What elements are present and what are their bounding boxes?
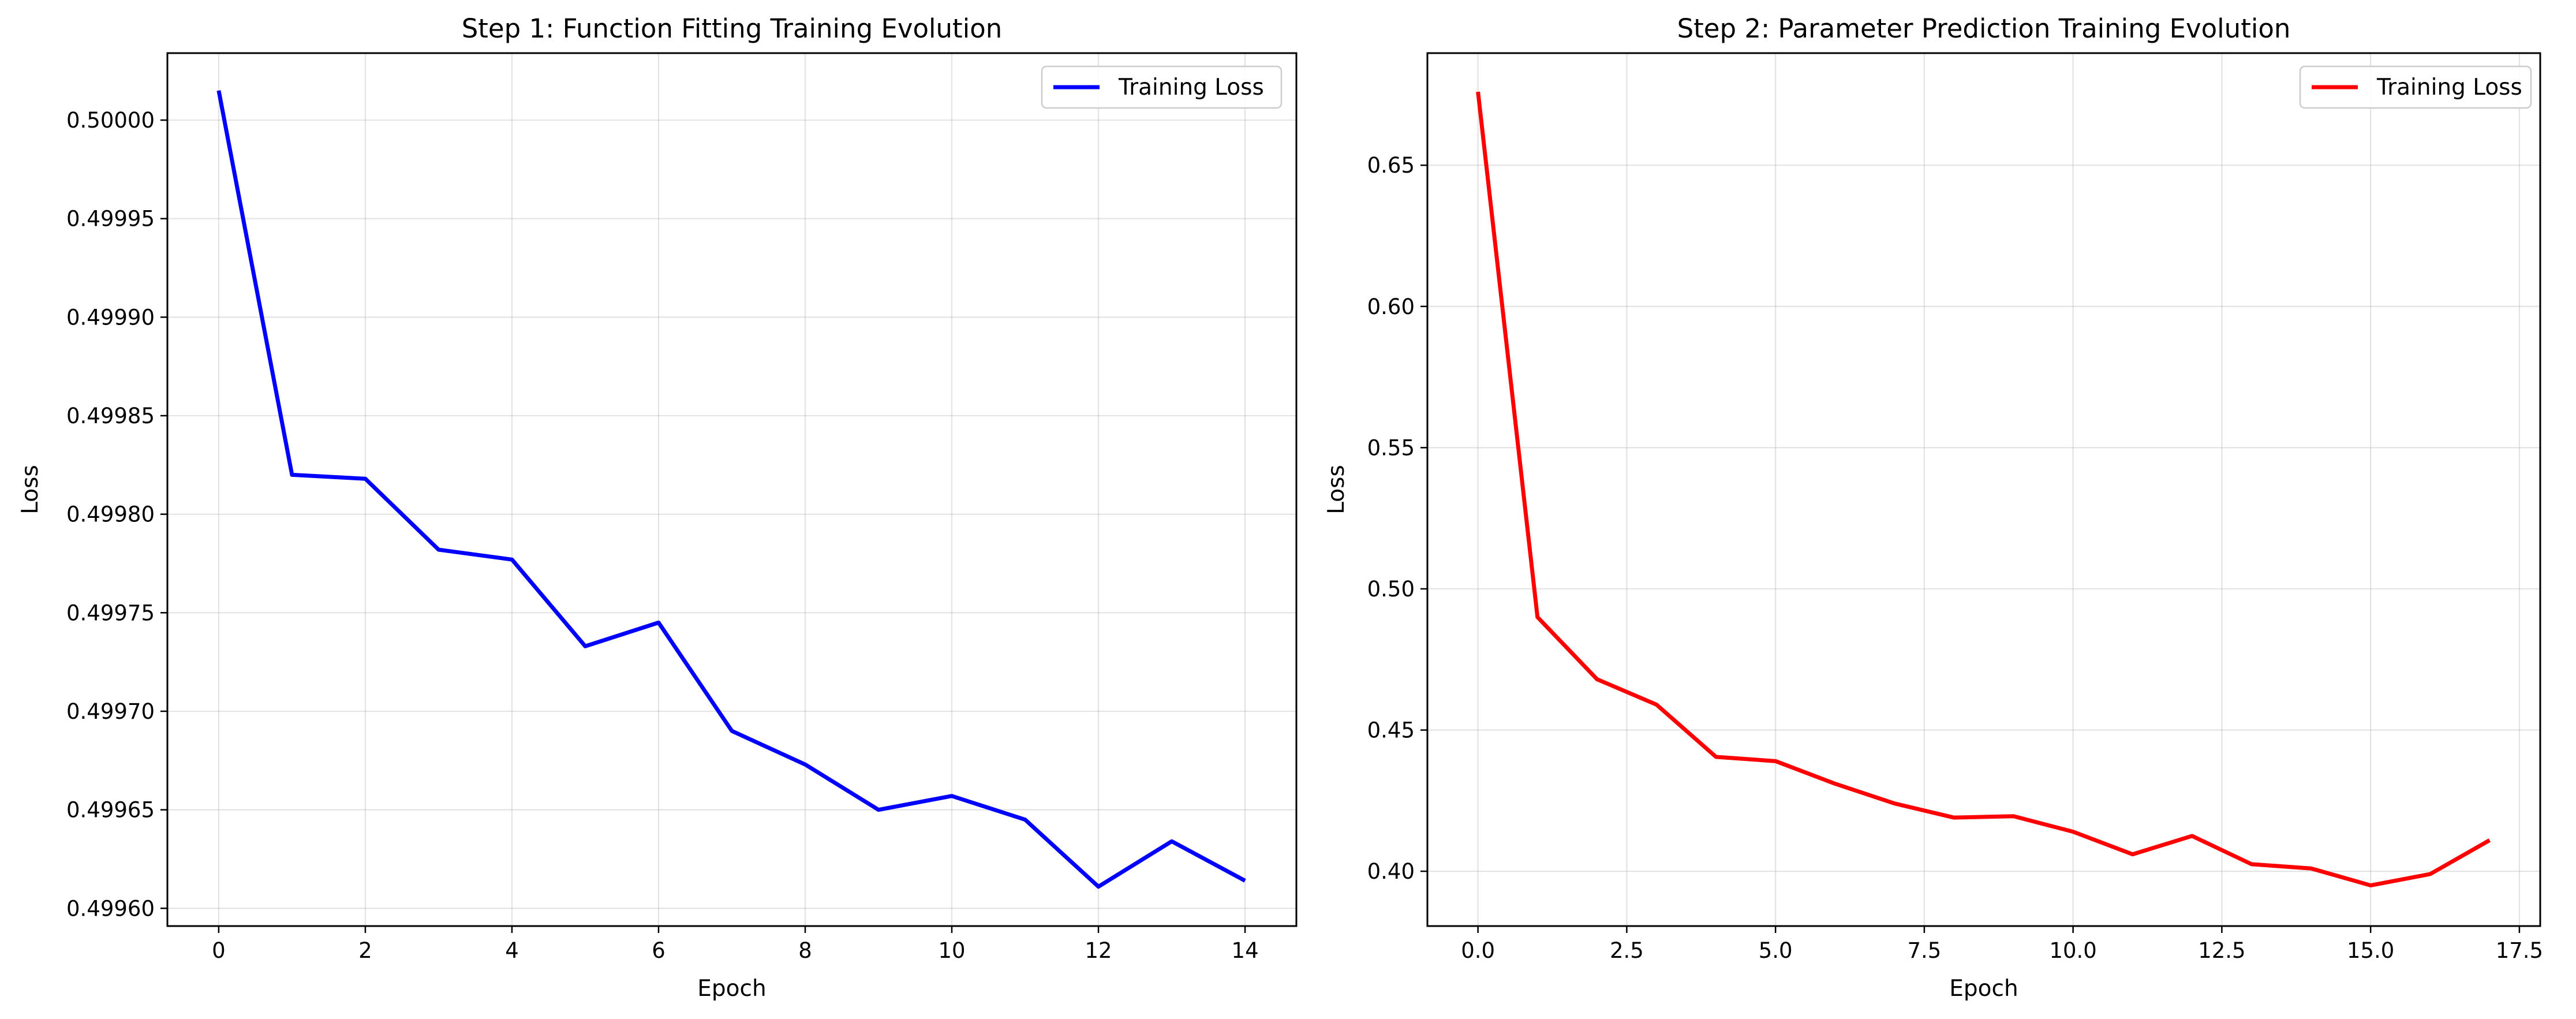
axes-frame	[166, 52, 1298, 927]
y-axis-label: Loss	[17, 465, 43, 514]
data-point	[1894, 803, 1895, 804]
y-ticks: 0.49960 0.49965 0.49970 0.49975 0.49980 0.499…	[66, 108, 167, 921]
x-tick-label: 12	[1085, 938, 1112, 963]
grid-lines	[167, 53, 1296, 926]
y-tick-label: 0.60	[1367, 294, 1415, 319]
data-point	[1098, 886, 1099, 887]
data-point	[1025, 819, 1026, 820]
data-point	[2489, 840, 2490, 841]
legend: Training Loss	[2299, 65, 2532, 109]
x-ticks: 0.0 2.5 5.0 7.5 10.0 12.5 15.0 17.5	[1461, 926, 2543, 963]
y-tick-label: 0.49995	[66, 207, 155, 232]
y-tick-label: 0.49985	[66, 404, 155, 428]
x-tick-label: 5.0	[1759, 938, 1793, 963]
series-line-training-loss	[216, 90, 1246, 889]
y-tick-label: 0.49960	[66, 896, 155, 921]
chart-parameter-prediction: 0.0 2.5 5.0 7.5 10.0 12.5 15.0 17.5 0.40 0.45 0.5…	[1323, 13, 2543, 1002]
x-tick-label: 0.0	[1461, 938, 1495, 963]
x-axis-label: Epoch	[1949, 976, 2018, 1002]
data-point	[1775, 761, 1776, 762]
y-tick-label: 0.49965	[66, 798, 155, 823]
y-tick-label: 0.49990	[66, 305, 155, 330]
x-ticks: 0 2 4 6 8 10 12 14	[212, 926, 1259, 963]
y-tick-label: 0.50	[1367, 577, 1415, 602]
y-tick-label: 0.49980	[66, 502, 155, 527]
data-point	[805, 764, 806, 765]
chart-title: Step 1: Function Fitting Training Evolut…	[462, 13, 1003, 44]
y-tick-label: 0.49970	[66, 699, 155, 724]
x-tick-label: 2.5	[1610, 938, 1644, 963]
data-point	[878, 809, 879, 810]
x-tick-label: 4	[505, 938, 519, 963]
axes-frame	[1426, 52, 2541, 927]
y-axis-label: Loss	[1323, 465, 1349, 514]
x-tick-label: 14	[1232, 938, 1259, 963]
x-tick-label: 12.5	[2198, 938, 2245, 963]
x-tick-label: 6	[652, 938, 666, 963]
y-ticks: 0.40 0.45 0.50 0.55 0.60 0.65	[1367, 153, 1427, 884]
data-point	[1716, 756, 1717, 757]
series-layer	[1476, 91, 2491, 888]
y-tick-label: 0.50000	[66, 108, 155, 133]
series-layer	[216, 90, 1246, 889]
data-point	[218, 90, 219, 91]
x-tick-label: 2	[358, 938, 372, 963]
legend-box	[2299, 65, 2532, 109]
data-point	[1656, 704, 1657, 705]
x-tick-label: 15.0	[2347, 938, 2394, 963]
y-tick-label: 0.45	[1367, 718, 1415, 743]
data-point	[2311, 868, 2312, 869]
legend-label: Training Loss	[1118, 74, 1264, 100]
x-tick-label: 10.0	[2049, 938, 2096, 963]
y-tick-label: 0.49975	[66, 600, 155, 625]
x-tick-label: 0	[212, 938, 226, 963]
legend-box	[1041, 65, 1283, 109]
x-tick-label: 17.5	[2496, 938, 2543, 963]
x-axis-label: Epoch	[697, 976, 766, 1002]
y-tick-label: 0.55	[1367, 435, 1415, 460]
x-tick-label: 7.5	[1907, 938, 1941, 963]
chart-title: Step 2: Parameter Prediction Training Ev…	[1677, 13, 2291, 44]
data-point	[658, 622, 659, 623]
x-tick-label: 8	[798, 938, 812, 963]
data-point	[1245, 880, 1246, 881]
data-point	[511, 559, 512, 560]
grid-lines	[1427, 53, 2540, 926]
legend-label: Training Loss	[2376, 74, 2522, 100]
legend: Training Loss	[1041, 65, 1283, 109]
chart-function-fitting: 0 2 4 6 8 10 12 14 0.49960 0.49965 0.49970 0.49975…	[17, 13, 1298, 1002]
series-line-training-loss	[1476, 91, 2491, 888]
y-tick-label: 0.40	[1367, 859, 1415, 884]
y-tick-label: 0.65	[1367, 153, 1415, 178]
x-tick-label: 10	[938, 938, 965, 963]
